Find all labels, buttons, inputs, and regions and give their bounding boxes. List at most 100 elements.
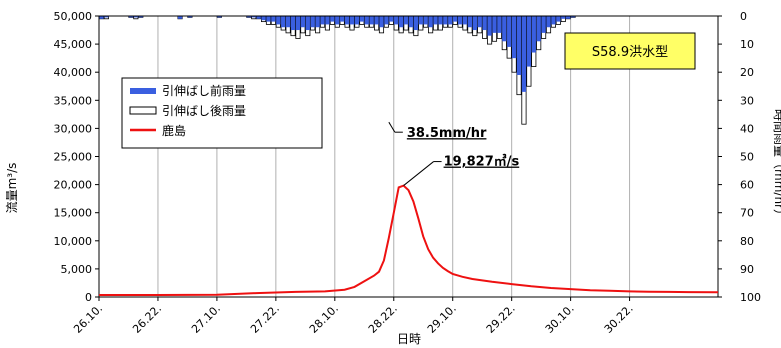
rain-before-bar bbox=[502, 16, 507, 42]
y-right-tick-label: 30 bbox=[740, 94, 754, 107]
series-line-kashima bbox=[99, 184, 719, 296]
y-right-tick-label: 80 bbox=[740, 235, 754, 248]
left-axis-ticks: 0 5,000 10,000 15,000 20,000 25,000 30,000 35,0… bbox=[54, 10, 99, 304]
rain-before-bar bbox=[349, 16, 355, 25]
y-left-tick-label: 25,000 bbox=[54, 151, 93, 164]
rain-before-bar bbox=[570, 16, 576, 18]
y-right-tick-label: 10 bbox=[740, 38, 754, 51]
rain-before-bar bbox=[330, 16, 335, 22]
rain-before-bar bbox=[300, 16, 306, 28]
legend-label-kashima: 鹿島 bbox=[162, 123, 186, 138]
legend-label-rain-before: 引伸ばし前雨量 bbox=[162, 83, 246, 98]
rain-before-bar bbox=[310, 16, 315, 28]
y-left-tick-label: 35,000 bbox=[54, 94, 93, 107]
rain-before-bar bbox=[482, 16, 487, 31]
rain-before-bar bbox=[443, 16, 448, 25]
rain-before-bar bbox=[138, 16, 143, 18]
rain-before-bar bbox=[497, 16, 502, 33]
rain-before-bar bbox=[305, 16, 310, 31]
x-axis-title: 日時 bbox=[397, 332, 421, 346]
rain-before-bar bbox=[546, 16, 551, 28]
rain-before-bar bbox=[246, 16, 251, 18]
rain-before-bar bbox=[511, 16, 517, 59]
rain-before-bar bbox=[526, 16, 532, 67]
rain-before-bar bbox=[423, 16, 428, 25]
rain-before-bar bbox=[325, 16, 330, 25]
legend-swatch-rain-before bbox=[130, 88, 156, 94]
y-right-tick-label: 60 bbox=[740, 179, 754, 192]
annotation-peak-rain: 38.5mm/hr bbox=[407, 126, 487, 141]
y-left-tick-label: 20,000 bbox=[54, 179, 93, 192]
rain-before-bar bbox=[320, 16, 325, 25]
rain-before-bar bbox=[133, 16, 139, 18]
legend-swatch-rain-after bbox=[129, 106, 157, 115]
rain-before-bar bbox=[418, 16, 423, 25]
rain-before-bar bbox=[384, 16, 389, 25]
rain-before-bar bbox=[561, 16, 566, 19]
y-right-tick-label: 20 bbox=[740, 66, 754, 79]
rain-before-bar bbox=[281, 16, 286, 28]
rain-before-bar bbox=[389, 16, 394, 22]
rain-before-bar bbox=[99, 16, 104, 19]
rain-before-bar bbox=[285, 16, 291, 28]
y-left-tick-label: 40,000 bbox=[54, 66, 93, 79]
rain-before-bar bbox=[477, 16, 482, 28]
x-tick-label: 27.22. bbox=[248, 302, 282, 336]
rain-before-bar bbox=[492, 16, 497, 33]
rain-before-bar bbox=[472, 16, 477, 31]
rain-before-bar bbox=[433, 16, 438, 25]
right-axis-ticks: 0 10 20 30 40 50 60 70 80 90 100 bbox=[718, 10, 761, 304]
rain-before-bar bbox=[408, 16, 414, 28]
y-left-tick-label: 45,000 bbox=[54, 38, 93, 51]
rain-before-bar bbox=[556, 16, 561, 22]
y-left-tick-label: 15,000 bbox=[54, 207, 93, 220]
rain-before-bar bbox=[467, 16, 473, 28]
chart-annotations: 38.5mm/hr 19,827㎥/s bbox=[388, 121, 520, 186]
badge-label: S58.9洪水型 bbox=[592, 45, 668, 60]
x-tick-label: 28.22. bbox=[366, 302, 400, 336]
rain-before-bars bbox=[99, 16, 576, 92]
rain-before-bar bbox=[487, 16, 492, 36]
rain-before-bar bbox=[217, 16, 222, 18]
rain-before-bar bbox=[403, 16, 409, 25]
annotation-leader-flow bbox=[403, 161, 434, 186]
rain-before-bar bbox=[516, 16, 522, 76]
x-tick-label: 29.22. bbox=[484, 302, 518, 336]
rain-before-bar bbox=[340, 16, 345, 22]
rain-before-bar bbox=[413, 16, 419, 31]
rain-before-bar bbox=[428, 16, 433, 28]
y-left-tick-label: 50,000 bbox=[54, 10, 93, 23]
rain-before-bar bbox=[344, 16, 350, 25]
y-left-tick-label: 10,000 bbox=[54, 235, 93, 248]
rain-before-bar bbox=[128, 16, 134, 18]
x-tick-label: 29.10. bbox=[425, 302, 459, 336]
x-tick-label: 26.22. bbox=[130, 302, 164, 336]
rain-before-bar bbox=[453, 16, 458, 22]
y-left-tick-label: 0 bbox=[85, 291, 92, 304]
badge: S58.9洪水型 bbox=[564, 32, 696, 70]
annotation-peak-flow: 19,827㎥/s bbox=[444, 154, 520, 170]
rain-before-bar bbox=[359, 16, 364, 22]
rain-before-bar bbox=[507, 16, 512, 47]
rain-before-bar bbox=[261, 16, 266, 21]
y-right-tick-label: 0 bbox=[740, 10, 747, 23]
rain-before-bar bbox=[379, 16, 384, 28]
rain-before-bar bbox=[271, 16, 276, 22]
y-right-tick-label: 100 bbox=[740, 291, 761, 304]
rain-before-bar bbox=[295, 16, 301, 31]
rain-before-bar bbox=[290, 16, 296, 31]
y-left-axis-title: 流量m³/s bbox=[5, 163, 19, 214]
rain-before-bar bbox=[104, 16, 109, 18]
y-right-axis-title: 時間雨量（mm/hr） bbox=[772, 109, 781, 221]
rain-before-bar bbox=[187, 16, 193, 18]
annotation-leader-rain bbox=[388, 121, 396, 133]
x-tick-label: 28.10. bbox=[307, 302, 341, 336]
rain-before-bar bbox=[448, 16, 453, 25]
x-tick-label: 27.10. bbox=[189, 302, 223, 336]
rain-before-bar bbox=[256, 16, 261, 19]
y-right-tick-label: 50 bbox=[740, 151, 754, 164]
rain-before-bar bbox=[462, 16, 468, 25]
rain-before-bar bbox=[541, 16, 546, 33]
y-left-tick-label: 5,000 bbox=[61, 263, 93, 276]
